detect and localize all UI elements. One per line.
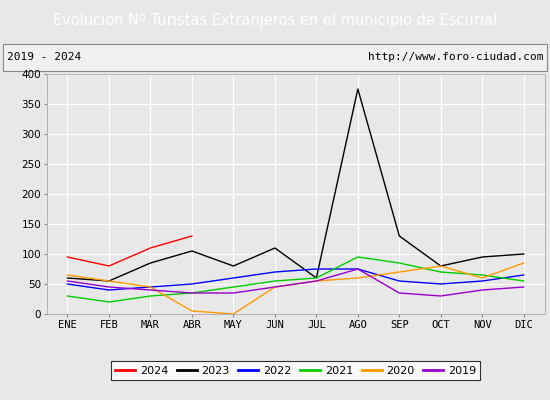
Text: Evolucion Nº Turistas Extranjeros en el municipio de Escurial: Evolucion Nº Turistas Extranjeros en el … <box>53 14 497 28</box>
Legend: 2024, 2023, 2022, 2021, 2020, 2019: 2024, 2023, 2022, 2021, 2020, 2019 <box>111 362 481 380</box>
Text: http://www.foro-ciudad.com: http://www.foro-ciudad.com <box>368 52 543 62</box>
FancyBboxPatch shape <box>3 44 547 70</box>
Text: 2019 - 2024: 2019 - 2024 <box>7 52 81 62</box>
